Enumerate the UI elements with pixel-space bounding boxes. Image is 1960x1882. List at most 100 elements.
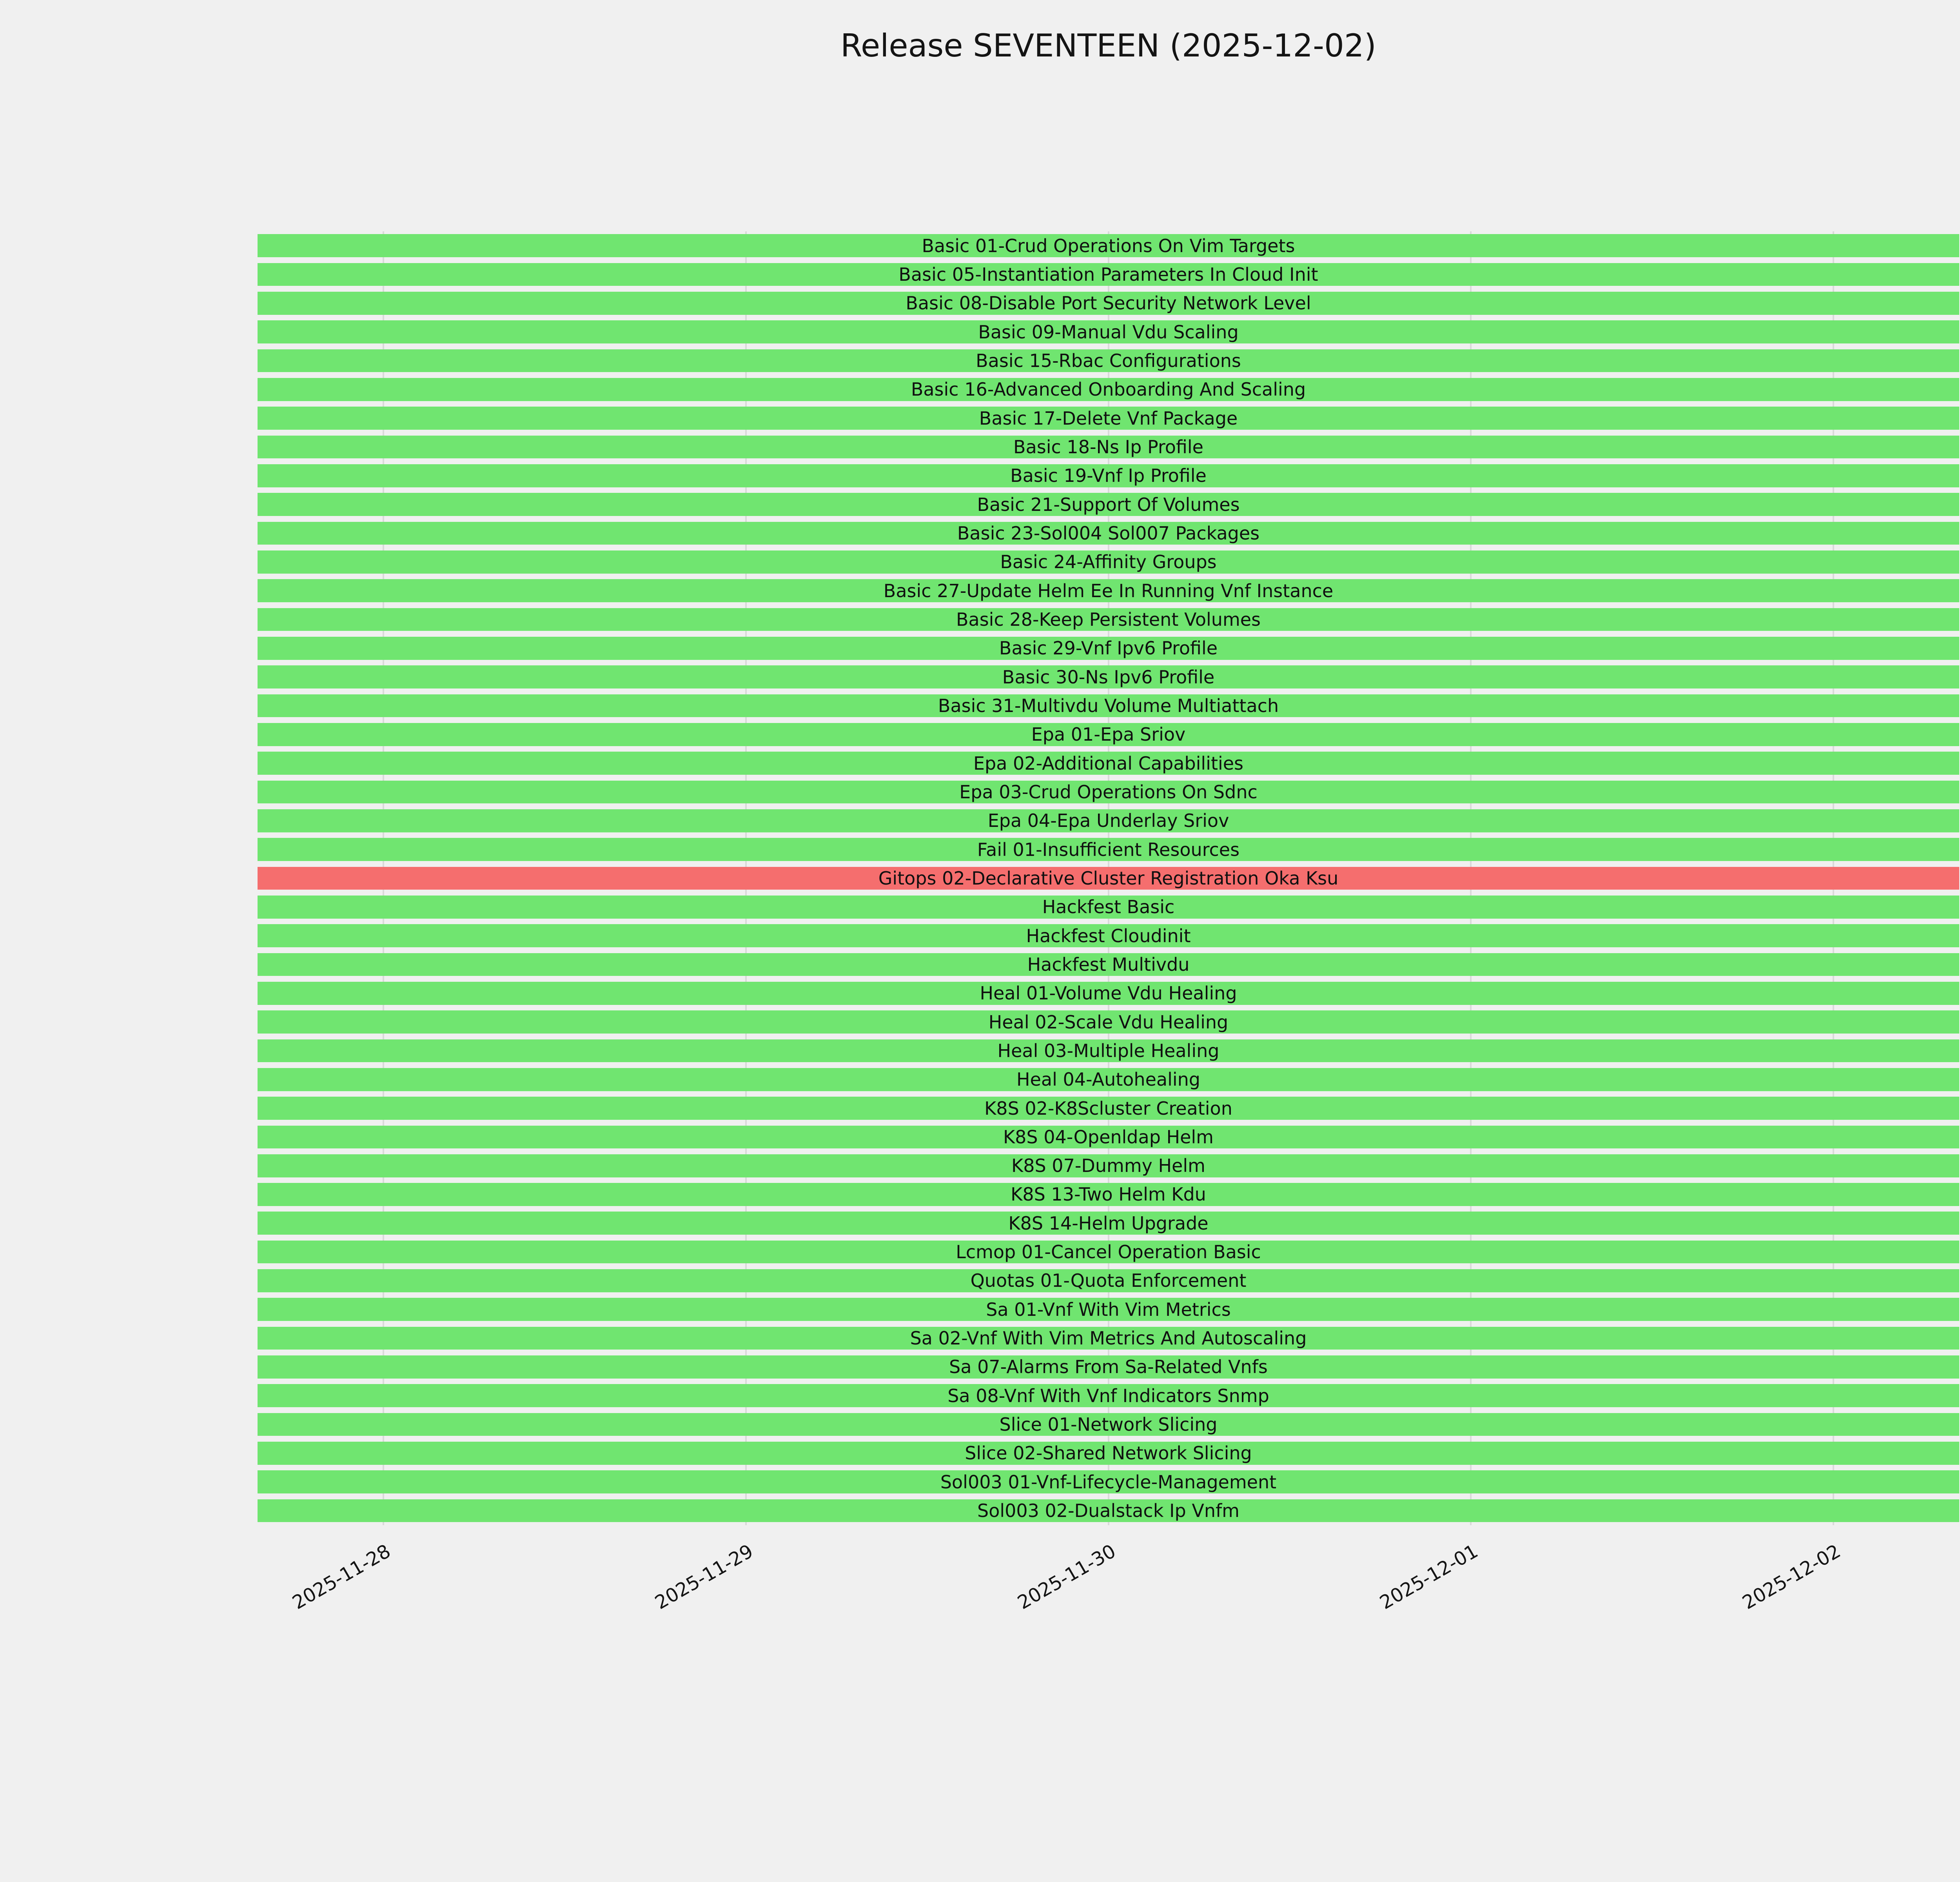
task-row: Sa 02-Vnf With Vim Metrics And Autoscali… — [258, 1324, 1959, 1352]
task-bar: Heal 03-Multiple Healing — [258, 1039, 1959, 1063]
task-label: Sa 08-Vnf With Vnf Indicators Snmp — [947, 1385, 1269, 1406]
task-row: Quotas 01-Quota Enforcement — [258, 1266, 1959, 1295]
task-label: Sol003 01-Vnf-Lifecycle-Management — [940, 1471, 1277, 1493]
task-label: Hackfest Cloudinit — [1026, 925, 1191, 946]
task-row: Hackfest Multivdu — [258, 950, 1959, 979]
task-row: K8S 13-Two Helm Kdu — [258, 1180, 1959, 1209]
task-bar: Slice 02-Shared Network Slicing — [258, 1442, 1959, 1465]
task-row: Basic 09-Manual Vdu Scaling — [258, 318, 1959, 346]
task-bar: Sa 02-Vnf With Vim Metrics And Autoscali… — [258, 1326, 1959, 1350]
task-bar: Sa 07-Alarms From Sa-Related Vnfs — [258, 1355, 1959, 1379]
task-bar: K8S 13-Two Helm Kdu — [258, 1183, 1959, 1206]
task-row: Sa 07-Alarms From Sa-Related Vnfs — [258, 1353, 1959, 1381]
task-label: Basic 19-Vnf Ip Profile — [1010, 465, 1207, 487]
task-bar: Basic 29-Vnf Ipv6 Profile — [258, 636, 1959, 660]
task-row: Hackfest Basic — [258, 893, 1959, 921]
task-row: K8S 04-Openldap Helm — [258, 1123, 1959, 1151]
task-row: Sol003 01-Vnf-Lifecycle-Management — [258, 1468, 1959, 1496]
task-row: Fail 01-Insufficient Resources — [258, 835, 1959, 864]
task-bar: Epa 03-Crud Operations On Sdnc — [258, 780, 1959, 804]
task-bar: Epa 04-Epa Underlay Sriov — [258, 809, 1959, 832]
task-row: Heal 03-Multiple Healing — [258, 1036, 1959, 1065]
task-label: Basic 23-Sol004 Sol007 Packages — [957, 522, 1260, 544]
task-label: Basic 09-Manual Vdu Scaling — [978, 321, 1239, 343]
task-row: Basic 15-Rbac Configurations — [258, 346, 1959, 375]
x-tick-label: 2025-11-28 — [289, 1540, 395, 1614]
task-label: Gitops 02-Declarative Cluster Registrati… — [878, 867, 1339, 889]
task-bar: Hackfest Basic — [258, 895, 1959, 919]
task-label: Basic 15-Rbac Configurations — [976, 350, 1241, 371]
task-row: Lcmop 01-Cancel Operation Basic — [258, 1237, 1959, 1266]
task-bar: K8S 14-Helm Upgrade — [258, 1212, 1959, 1235]
task-row: Hackfest Cloudinit — [258, 921, 1959, 950]
task-label: Slice 02-Shared Network Slicing — [965, 1442, 1252, 1464]
x-tick-label: 2025-12-02 — [1739, 1540, 1844, 1614]
task-label: Basic 28-Keep Persistent Volumes — [956, 609, 1261, 630]
task-bar: Hackfest Multivdu — [258, 953, 1959, 976]
task-label: Sa 02-Vnf With Vim Metrics And Autoscali… — [910, 1328, 1307, 1349]
task-row: Slice 02-Shared Network Slicing — [258, 1439, 1959, 1468]
task-label: Basic 29-Vnf Ipv6 Profile — [999, 638, 1218, 659]
task-label: Basic 24-Affinity Groups — [1000, 551, 1217, 573]
task-label: Basic 08-Disable Port Security Network L… — [906, 292, 1311, 314]
task-label: Sa 07-Alarms From Sa-Related Vnfs — [949, 1356, 1268, 1378]
task-row: Basic 27-Update Helm Ee In Running Vnf I… — [258, 576, 1959, 605]
task-row: Basic 23-Sol004 Sol007 Packages — [258, 519, 1959, 547]
task-label: Sol003 02-Dualstack Ip Vnfm — [977, 1500, 1240, 1522]
task-bar: Slice 01-Network Slicing — [258, 1413, 1959, 1436]
task-row: K8S 07-Dummy Helm — [258, 1152, 1959, 1180]
task-label: Hackfest Basic — [1042, 896, 1175, 918]
task-label: Heal 02-Scale Vdu Healing — [988, 1011, 1229, 1033]
task-row: K8S 14-Helm Upgrade — [258, 1209, 1959, 1237]
task-label: Basic 31-Multivdu Volume Multiattach — [938, 695, 1279, 716]
task-bar: K8S 04-Openldap Helm — [258, 1125, 1959, 1149]
task-label: Basic 21-Support Of Volumes — [977, 494, 1240, 515]
task-bar: K8S 07-Dummy Helm — [258, 1154, 1959, 1177]
task-bar: Basic 28-Keep Persistent Volumes — [258, 608, 1959, 631]
task-row: Sa 08-Vnf With Vnf Indicators Snmp — [258, 1381, 1959, 1410]
task-label: Basic 16-Advanced Onboarding And Scaling — [911, 379, 1306, 400]
task-bar: Lcmop 01-Cancel Operation Basic — [258, 1240, 1959, 1264]
task-row: Basic 28-Keep Persistent Volumes — [258, 605, 1959, 634]
task-label: Basic 30-Ns Ipv6 Profile — [1002, 666, 1215, 688]
task-row: Epa 01-Epa Sriov — [258, 720, 1959, 749]
x-tick-label: 2025-11-30 — [1013, 1540, 1120, 1614]
task-bar: Hackfest Cloudinit — [258, 924, 1959, 947]
task-label: Basic 27-Update Helm Ee In Running Vnf I… — [883, 580, 1334, 601]
task-bar: Heal 02-Scale Vdu Healing — [258, 1010, 1959, 1034]
task-label: K8S 04-Openldap Helm — [1003, 1126, 1214, 1148]
task-row: Basic 19-Vnf Ip Profile — [258, 461, 1959, 490]
task-label: Heal 03-Multiple Healing — [997, 1040, 1220, 1061]
task-row: Epa 03-Crud Operations On Sdnc — [258, 778, 1959, 806]
task-row: Basic 29-Vnf Ipv6 Profile — [258, 634, 1959, 663]
task-bar: Basic 23-Sol004 Sol007 Packages — [258, 521, 1959, 545]
task-label: Heal 04-Autohealing — [1016, 1069, 1200, 1090]
task-label: Basic 17-Delete Vnf Package — [979, 407, 1238, 429]
task-label: Epa 01-Epa Sriov — [1031, 724, 1186, 745]
task-bar: K8S 02-K8Scluster Creation — [258, 1097, 1959, 1120]
chart-title: Release SEVENTEEN (2025-12-02) — [840, 27, 1377, 64]
task-bar: Basic 01-Crud Operations On Vim Targets — [258, 234, 1959, 257]
task-bar: Basic 16-Advanced Onboarding And Scaling — [258, 378, 1959, 401]
task-bar: Heal 01-Volume Vdu Healing — [258, 981, 1959, 1005]
task-label: Hackfest Multivdu — [1027, 954, 1190, 975]
task-label: K8S 02-K8Scluster Creation — [984, 1097, 1232, 1119]
task-bar: Gitops 02-Declarative Cluster Registrati… — [258, 867, 1959, 890]
task-bars: Basic 01-Crud Operations On Vim Targets B… — [258, 231, 1959, 1525]
task-label: Basic 18-Ns Ip Profile — [1013, 436, 1203, 458]
task-row: Basic 21-Support Of Volumes — [258, 490, 1959, 519]
task-label: Basic 01-Crud Operations On Vim Targets — [922, 235, 1295, 256]
task-bar: Heal 04-Autohealing — [258, 1068, 1959, 1091]
task-bar: Basic 15-Rbac Configurations — [258, 349, 1959, 372]
task-row: Gitops 02-Declarative Cluster Registrati… — [258, 864, 1959, 892]
task-bar: Basic 19-Vnf Ip Profile — [258, 464, 1959, 487]
task-label: Lcmop 01-Cancel Operation Basic — [956, 1241, 1261, 1263]
task-bar: Basic 08-Disable Port Security Network L… — [258, 291, 1959, 315]
task-row: Heal 02-Scale Vdu Healing — [258, 1008, 1959, 1036]
task-bar: Fail 01-Insufficient Resources — [258, 838, 1959, 861]
task-row: Basic 01-Crud Operations On Vim Targets — [258, 231, 1959, 260]
task-row: Basic 16-Advanced Onboarding And Scaling — [258, 375, 1959, 404]
task-bar: Basic 09-Manual Vdu Scaling — [258, 320, 1959, 343]
task-label: K8S 13-Two Helm Kdu — [1011, 1184, 1206, 1205]
